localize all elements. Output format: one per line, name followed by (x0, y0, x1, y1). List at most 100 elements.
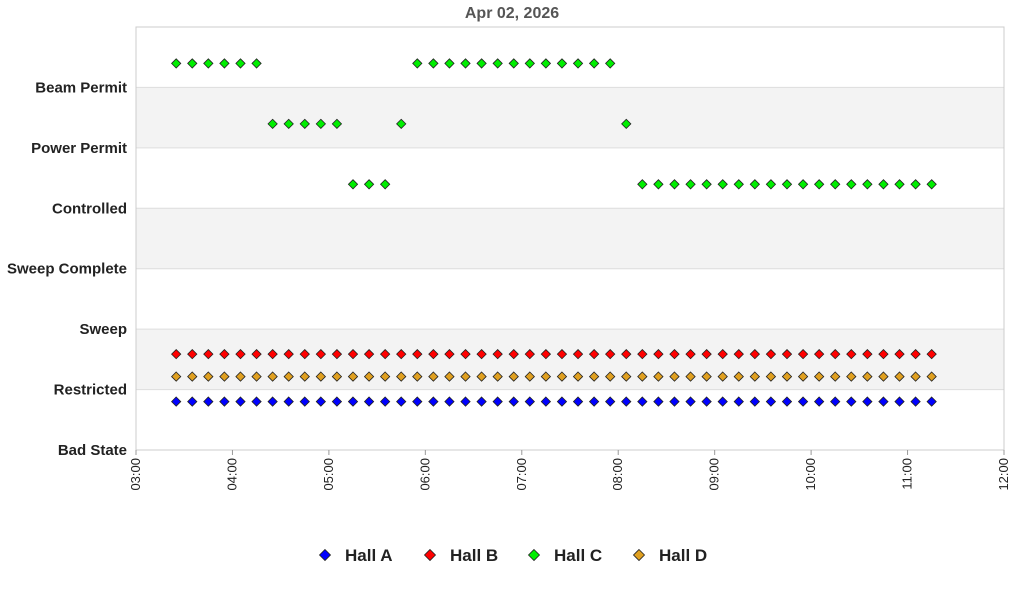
data-point (331, 118, 343, 130)
data-point (171, 348, 182, 360)
data-point (717, 396, 728, 407)
data-point (283, 118, 294, 130)
data-point (813, 371, 825, 382)
data-point (219, 348, 230, 360)
data-point (846, 179, 857, 190)
data-point (556, 371, 568, 382)
data-point (187, 348, 198, 360)
data-point (733, 371, 744, 382)
data-point (492, 348, 503, 360)
x-tick-label: 07:00 (514, 458, 529, 491)
data-point (219, 58, 230, 69)
data-point (717, 179, 728, 190)
data-point (653, 348, 664, 360)
data-point (765, 348, 777, 360)
x-tick-label: 06:00 (417, 458, 432, 491)
data-point (685, 348, 696, 360)
x-tick-label: 10:00 (803, 458, 818, 491)
data-point (492, 396, 503, 407)
data-point (315, 396, 327, 407)
data-point (203, 396, 214, 407)
data-point (605, 396, 616, 407)
data-point (685, 371, 696, 382)
data-point (379, 348, 391, 360)
data-point (926, 179, 937, 190)
data-point (524, 371, 535, 382)
data-point (508, 348, 519, 360)
data-point (428, 396, 439, 407)
data-point (379, 396, 391, 407)
data-point (476, 348, 487, 360)
data-point (492, 371, 503, 382)
data-point (830, 371, 841, 382)
data-point (894, 396, 905, 407)
data-point (331, 371, 343, 382)
data-point (315, 371, 327, 382)
data-point (781, 179, 793, 190)
data-point (187, 396, 198, 407)
data-point (653, 396, 664, 407)
data-point (733, 179, 744, 190)
data-point (669, 179, 680, 190)
series-hall-a (171, 396, 937, 407)
data-point (733, 348, 744, 360)
data-point (396, 118, 407, 130)
data-point (412, 58, 423, 69)
data-point (910, 348, 921, 360)
data-point (412, 396, 423, 407)
legend-label: Hall B (450, 546, 498, 565)
data-point (347, 371, 359, 382)
legend-marker (318, 548, 332, 562)
data-point (524, 348, 535, 360)
data-point (396, 371, 407, 382)
data-point (781, 396, 793, 407)
data-point (315, 118, 327, 130)
x-tick-label: 04:00 (224, 458, 239, 491)
x-tick-label: 12:00 (996, 458, 1011, 491)
data-point (203, 58, 214, 69)
data-point (572, 348, 584, 360)
data-point (797, 179, 809, 190)
data-point (412, 348, 423, 360)
data-point (203, 348, 214, 360)
data-point (251, 371, 262, 382)
x-tick-label: 11:00 (900, 458, 915, 490)
data-point (556, 58, 568, 69)
data-point (669, 371, 680, 382)
data-point (251, 348, 262, 360)
data-point (235, 396, 246, 407)
data-point (476, 371, 487, 382)
data-point (926, 371, 937, 382)
data-point (637, 348, 648, 360)
data-point (540, 58, 552, 69)
data-point (781, 348, 793, 360)
data-point (508, 58, 519, 69)
data-point (894, 371, 905, 382)
data-point (878, 371, 889, 382)
data-point (235, 371, 246, 382)
data-point (572, 58, 584, 69)
data-point (749, 396, 761, 407)
data-point (701, 396, 712, 407)
y-axis-labels: Bad State Restricted Sweep Sweep Complete Co… (7, 79, 127, 459)
data-point (379, 371, 391, 382)
grid-band (136, 87, 1004, 148)
data-point (235, 348, 246, 360)
data-point (878, 179, 889, 190)
x-tick-label: 03:00 (128, 458, 143, 491)
data-point (347, 348, 359, 360)
data-point (846, 396, 857, 407)
data-point (926, 396, 937, 407)
data-point (910, 371, 921, 382)
legend-marker (632, 548, 646, 562)
legend: Hall A Hall B Hall C Hall D (318, 546, 707, 565)
data-point (267, 396, 278, 407)
data-point (910, 396, 921, 407)
data-point (444, 371, 455, 382)
x-axis-ticks: 03:00 04:00 05:00 06:00 07:00 08:00 09:00 10:00… (128, 450, 1011, 491)
data-point (428, 348, 439, 360)
data-point (299, 348, 310, 360)
data-point (347, 179, 359, 190)
data-point (235, 58, 246, 69)
data-point (267, 348, 278, 360)
